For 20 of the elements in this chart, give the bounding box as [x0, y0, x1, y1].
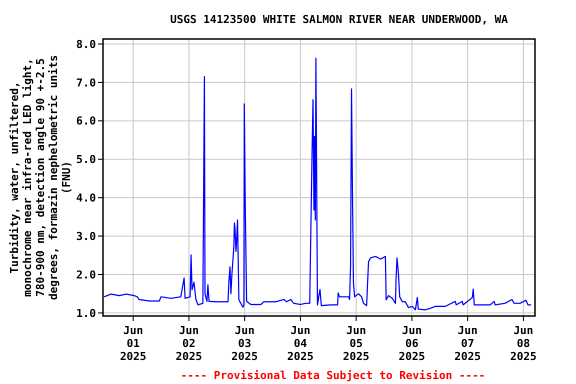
text: ---- Provisional Data Subject to Revision ----	[180, 369, 486, 382]
y-tick-label: 4.0	[76, 192, 96, 205]
x-tick-label: Jun 07 2025	[454, 324, 481, 363]
x-tick-label: Jun 03 2025	[231, 324, 258, 363]
x-tick-label: Jun 02 2025	[176, 324, 202, 363]
x-tick-label: Jun 01 2025	[120, 324, 146, 363]
y-tick-label: 7.0	[76, 76, 96, 90]
y-tick-label: 3.0	[76, 230, 96, 243]
y-axis-title: Turbidity, water, unfiltered, monochrome near infra-red LED light, 780-900 nm, detection angle 90 +-2.5 degrees, formazin nephelometric units (FNU)	[8, 54, 73, 300]
y-tick-label: 6.0	[76, 114, 96, 128]
y-tick-label: 8.0	[76, 38, 96, 51]
line-series	[104, 58, 532, 310]
y-tick-label: 5.0	[76, 153, 96, 166]
x-tick-label: Jun 06 2025	[398, 324, 426, 363]
y-tick-label: 2.0	[76, 268, 96, 282]
chart-title: USGS 14123500 WHITE SALMON RIVER NEAR UNDERWOOD, WA	[170, 13, 508, 26]
y-tick-label: 1.0	[76, 306, 96, 320]
x-tick-label: Jun 08 2025	[510, 324, 537, 363]
x-tick-label: Jun 05 2025	[342, 324, 370, 363]
x-tick-label: Jun 04 2025	[287, 324, 314, 363]
